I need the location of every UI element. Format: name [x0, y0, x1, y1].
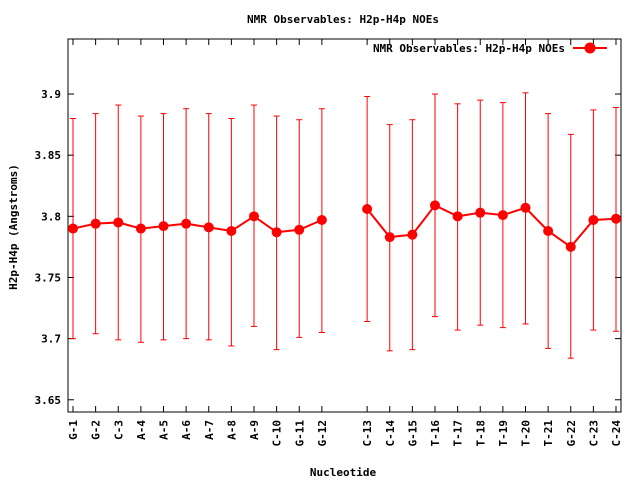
y-axis-label: H2p-H4p (Angstroms)	[7, 164, 20, 290]
legend: NMR Observables: H2p-H4p NOEs	[373, 42, 607, 55]
data-point	[68, 223, 78, 234]
y-axis-ticks: 3.65 3.7 3.75 3.8 3.85 3.9	[35, 88, 621, 407]
y-tick-label: 3.85	[35, 149, 62, 162]
x-tick-label: T-18	[474, 420, 487, 447]
x-tick-label: C-24	[610, 420, 623, 447]
x-tick-label: G-11	[293, 420, 306, 447]
data-point	[158, 221, 169, 232]
x-tick-label: T-21	[542, 420, 555, 447]
x-axis-ticks: G-1 G-2 C-3 A-4 A-5 A-6 A-7 A-8 A-9 C-10 G-11 G-12 C…	[67, 39, 623, 447]
series-line	[72, 215, 323, 234]
x-tick-label: A-7	[203, 420, 216, 440]
x-tick-label: G-1	[67, 420, 80, 440]
data-points	[68, 200, 621, 252]
data-point	[249, 211, 259, 222]
x-tick-label: T-20	[520, 420, 533, 447]
x-tick-label: C-14	[384, 420, 397, 447]
data-point	[497, 210, 508, 221]
x-tick-label: G-15	[406, 420, 419, 447]
y-tick-label: 3.65	[35, 394, 62, 407]
data-point	[226, 226, 237, 237]
data-point	[565, 241, 576, 252]
x-tick-label: A-9	[248, 420, 261, 440]
x-tick-label: T-17	[452, 420, 465, 447]
data-point	[90, 218, 101, 229]
data-point	[362, 203, 373, 214]
x-tick-label: A-8	[225, 420, 238, 440]
y-tick-label: 3.9	[41, 88, 61, 101]
series-line	[366, 204, 617, 249]
y-tick-label: 3.7	[41, 333, 61, 346]
x-tick-label: T-16	[429, 420, 442, 447]
data-point	[407, 229, 418, 240]
y-tick-label: 3.75	[35, 271, 62, 284]
data-point	[475, 207, 486, 218]
x-tick-label: G-2	[90, 420, 103, 440]
data-point	[294, 224, 305, 235]
data-point	[520, 202, 531, 213]
data-point	[271, 227, 282, 238]
data-point	[611, 213, 621, 224]
x-tick-label: C-23	[587, 420, 600, 447]
x-tick-label: C-3	[112, 420, 125, 440]
data-point	[384, 232, 395, 243]
y-tick-label: 3.8	[41, 210, 61, 223]
x-tick-label: C-10	[271, 420, 284, 447]
plot-frame	[67, 38, 622, 413]
x-axis-label: Nucleotide	[310, 466, 377, 479]
error-bars	[70, 92, 619, 359]
data-point	[113, 217, 124, 228]
data-point	[543, 226, 554, 237]
data-point	[588, 214, 599, 225]
x-tick-label: G-22	[565, 420, 578, 447]
data-point	[135, 223, 146, 234]
data-point	[181, 218, 192, 229]
x-tick-label: A-4	[135, 420, 148, 440]
data-point	[203, 222, 214, 233]
x-tick-label: A-6	[180, 420, 193, 440]
x-tick-label: A-5	[158, 420, 171, 440]
x-tick-label: G-12	[316, 420, 329, 447]
data-point	[316, 214, 327, 225]
chart-title: NMR Observables: H2p-H4p NOEs	[247, 13, 439, 26]
legend-label: NMR Observables: H2p-H4p NOEs	[373, 42, 565, 55]
x-tick-label: C-13	[361, 420, 374, 447]
legend-marker	[584, 42, 596, 54]
series-lines	[72, 204, 617, 249]
x-tick-label: T-19	[497, 420, 510, 447]
data-point	[452, 211, 463, 222]
data-point	[430, 200, 440, 211]
